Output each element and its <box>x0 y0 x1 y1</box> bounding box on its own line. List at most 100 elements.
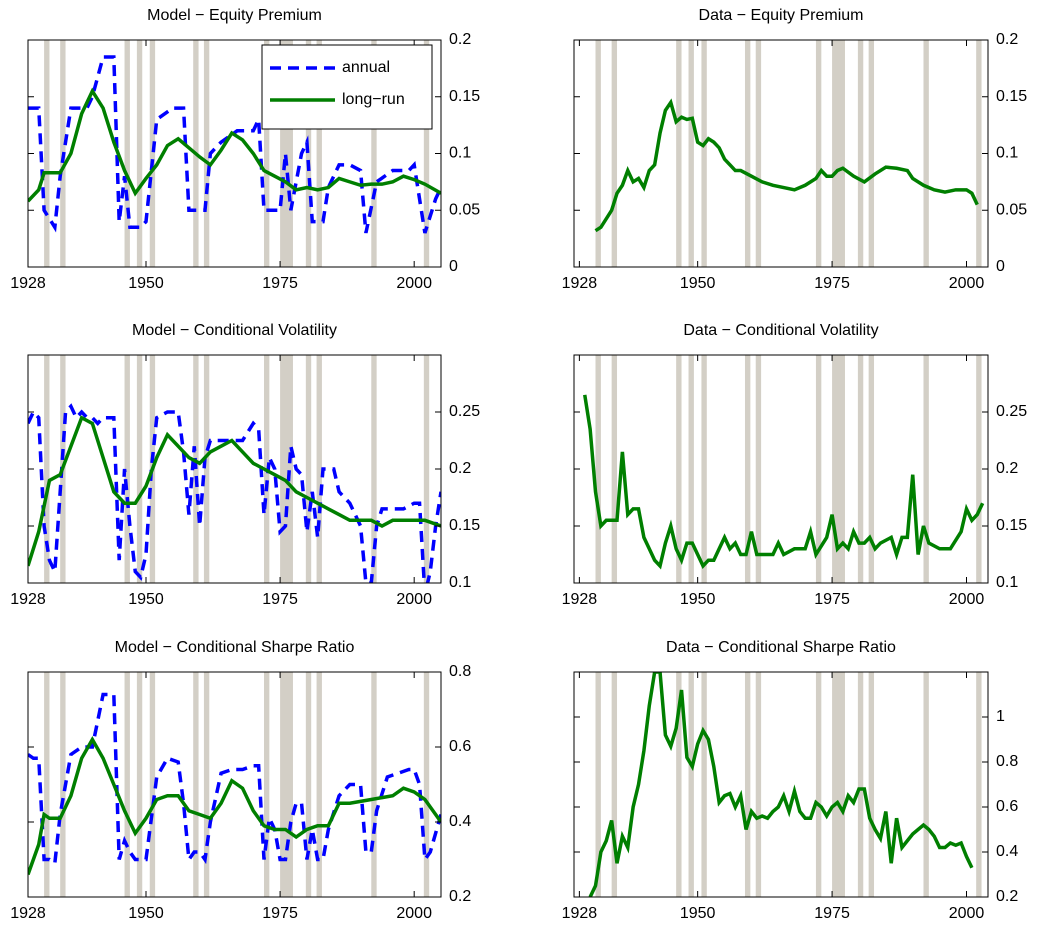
x-tick-label: 2000 <box>396 905 432 922</box>
recession-band <box>316 672 322 897</box>
recession-band <box>755 672 762 897</box>
panel: Data − Conditional Volatility 1928 1950 197… <box>562 322 1028 608</box>
recession-band <box>136 40 143 267</box>
series-line <box>28 87 441 203</box>
x-tick-label: 1928 <box>562 591 598 608</box>
y-tick-label: 0.2 <box>449 460 471 477</box>
panel: Data − Equity Premium 1928 1950 1975 2000 0 0.… <box>562 7 1028 292</box>
plot-area <box>28 355 441 583</box>
x-tick-label: 2000 <box>396 591 432 608</box>
y-tick-label: 0.15 <box>996 517 1027 534</box>
recession-band <box>264 672 270 897</box>
series-line <box>594 98 979 233</box>
recession-band <box>136 672 143 897</box>
x-tick-label: 1950 <box>680 591 716 608</box>
y-tick-label: 1 <box>996 708 1005 725</box>
recession-band <box>423 355 430 583</box>
recession-band <box>688 672 694 897</box>
y-tick-label: 0.1 <box>449 145 471 162</box>
chart-title: Model − Conditional Sharpe Ratio <box>115 639 355 656</box>
chart-title: Data − Conditional Volatility <box>683 322 878 339</box>
recession-band <box>755 40 762 267</box>
x-tick-label: 1928 <box>562 275 598 292</box>
recession-band <box>923 40 929 267</box>
recession-band <box>701 672 707 897</box>
y-tick-label: 0.15 <box>449 517 480 534</box>
recession-band <box>44 40 50 267</box>
recession-band <box>611 355 618 583</box>
x-tick-label: 1950 <box>680 905 716 922</box>
recession-band <box>688 40 694 267</box>
x-tick-label: 1975 <box>814 591 850 608</box>
recession-band <box>316 355 322 583</box>
y-tick-label: 0.25 <box>996 403 1027 420</box>
recession-band <box>976 40 982 267</box>
chart-title: Data − Equity Premium <box>699 7 864 24</box>
recession-band <box>832 40 845 267</box>
panel: Data − Conditional Sharpe Ratio 1928 1950 1… <box>562 639 1019 922</box>
recession-band <box>676 672 682 897</box>
y-tick-label: 0 <box>449 258 458 275</box>
y-tick-label: 0.2 <box>996 460 1018 477</box>
recession-band <box>280 355 293 583</box>
series-line <box>588 672 974 897</box>
recession-band <box>305 355 312 583</box>
y-tick-label: 0.1 <box>996 145 1018 162</box>
plot-area <box>583 355 985 583</box>
x-tick-label: 1928 <box>562 905 598 922</box>
y-tick-label: 0.1 <box>996 574 1018 591</box>
y-tick-label: 0.1 <box>449 574 471 591</box>
legend-label: annual <box>342 59 390 76</box>
x-tick-label: 2000 <box>949 275 985 292</box>
recession-band <box>815 40 822 267</box>
recession-band <box>744 40 751 267</box>
recession-band <box>203 672 210 897</box>
recession-band <box>701 355 707 583</box>
recession-band <box>676 355 682 583</box>
y-tick-label: 0.8 <box>996 753 1018 770</box>
y-tick-label: 0.15 <box>996 88 1027 105</box>
y-tick-label: 0 <box>996 258 1005 275</box>
x-tick-label: 1928 <box>10 905 46 922</box>
recession-band <box>857 672 864 897</box>
plot-area <box>28 672 441 897</box>
recession-band <box>203 355 210 583</box>
x-tick-label: 1975 <box>814 275 850 292</box>
legend: annual long−run <box>261 44 433 130</box>
recession-band <box>755 355 762 583</box>
recession-band <box>595 40 601 267</box>
series-line <box>583 394 985 570</box>
recession-band <box>124 355 130 583</box>
axes-frame <box>27 354 442 584</box>
recession-band <box>815 355 822 583</box>
recession-band <box>371 672 377 897</box>
recession-band <box>305 40 312 267</box>
recession-band <box>423 672 430 897</box>
chart-title: Model − Equity Premium <box>147 7 322 24</box>
recession-band <box>611 672 618 897</box>
recession-band <box>744 355 751 583</box>
plot-area <box>588 672 982 897</box>
series-line <box>28 415 441 567</box>
x-tick-label: 1928 <box>10 591 46 608</box>
y-tick-label: 0.05 <box>996 201 1027 218</box>
recession-band <box>857 355 864 583</box>
recession-band <box>688 355 694 583</box>
recession-band <box>976 355 982 583</box>
x-tick-label: 1950 <box>128 275 164 292</box>
recession-band <box>595 672 601 897</box>
recession-band <box>868 355 875 583</box>
panel: Model − Conditional Sharpe Ratio 1928 1950… <box>10 639 471 922</box>
recession-band <box>595 355 601 583</box>
recession-band <box>744 672 751 897</box>
recession-band <box>264 40 270 267</box>
recession-band <box>976 672 982 897</box>
recession-band <box>371 355 377 583</box>
x-tick-label: 2000 <box>396 275 432 292</box>
x-tick-label: 1975 <box>262 905 298 922</box>
recession-band <box>203 40 210 267</box>
axes-frame <box>573 671 989 898</box>
x-tick-label: 1950 <box>128 905 164 922</box>
recession-band <box>832 672 845 897</box>
recession-band <box>611 40 618 267</box>
